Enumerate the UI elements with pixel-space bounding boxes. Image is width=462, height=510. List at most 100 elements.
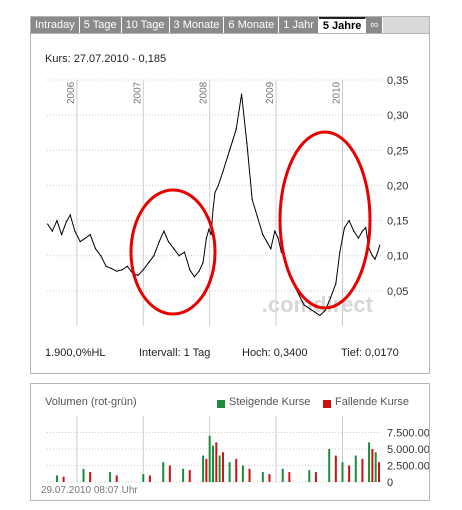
volume-bar <box>55 475 58 482</box>
high-label: Hoch: 0,3400 <box>242 347 308 359</box>
price-point <box>94 248 97 250</box>
volume-bar <box>162 462 165 482</box>
tab-7[interactable]: ∞ <box>366 17 384 33</box>
price-point <box>110 267 113 269</box>
price-point <box>193 276 196 278</box>
volume-bar <box>228 462 231 482</box>
y-tick-label: 0,25 <box>387 145 408 157</box>
volume-bar <box>371 449 374 482</box>
volume-bar <box>148 475 151 482</box>
price-point <box>167 241 170 243</box>
volume-bar <box>62 476 65 482</box>
tab-0[interactable]: Intraday <box>31 17 80 33</box>
volume-bar <box>334 455 337 482</box>
tab-6[interactable]: 5 Jahre <box>318 17 367 33</box>
volume-bar <box>308 470 311 482</box>
price-point <box>189 269 191 271</box>
price-point <box>329 297 332 299</box>
volume-bar <box>142 474 145 482</box>
vol-tick-label: 7.500.000 <box>387 428 429 440</box>
price-point <box>270 248 272 250</box>
price-point <box>324 309 326 312</box>
vol-tick-label: 2.500.000 <box>387 461 429 473</box>
price-point <box>379 244 381 246</box>
volume-bar <box>341 462 344 482</box>
volume-bar <box>314 472 317 482</box>
price-point <box>208 228 210 230</box>
volume-bar <box>354 455 357 482</box>
volume-bar <box>212 445 215 482</box>
price-point <box>212 209 214 211</box>
volume-bar <box>182 468 185 482</box>
price-point <box>183 251 186 253</box>
price-point <box>142 269 144 271</box>
volume-bar <box>288 472 291 482</box>
price-chart: 0,05 0,10 0,15 0,20 0,25 0,30 0,35 2006 2007 2008… <box>47 75 408 326</box>
volume-bar <box>205 458 208 482</box>
volume-panel: Volumen (rot-grün) Steigende Kurse Falle… <box>30 383 430 501</box>
tab-3[interactable]: 3 Monate <box>169 17 225 33</box>
price-point <box>343 227 346 229</box>
price-point <box>147 262 150 264</box>
price-point <box>205 237 207 239</box>
volume-bar <box>115 475 118 482</box>
price-point <box>365 227 367 229</box>
volume-bar <box>328 449 331 482</box>
volume-bar <box>268 474 271 482</box>
price-point <box>371 255 373 257</box>
price-point <box>274 230 276 232</box>
timeframe-tabs: Intraday 5 Tage 10 Tage 3 Monate 6 Monate 1 J… <box>30 16 430 34</box>
price-point <box>173 248 175 250</box>
price-point <box>84 237 87 239</box>
price-series-line <box>47 94 381 317</box>
price-point <box>235 128 237 130</box>
tab-1[interactable]: 5 Tage <box>79 17 122 33</box>
volume-percent-label: 1.900,0%HL <box>45 347 106 359</box>
volume-bar <box>235 458 238 482</box>
price-point <box>217 184 219 187</box>
volume-chart: 0 2.500.000 5.000.000 7.500.000 <box>47 416 429 489</box>
timestamp: 29.07.2010 08:07 Uhr <box>41 485 138 496</box>
volume-bar <box>368 442 371 482</box>
volume-bar <box>202 455 205 482</box>
tab-5[interactable]: 1 Jahr <box>279 17 319 33</box>
price-point <box>89 234 91 236</box>
price-point <box>335 283 337 285</box>
price-point <box>214 191 216 194</box>
price-point <box>229 149 231 151</box>
price-point <box>256 216 259 218</box>
legend-down-swatch <box>323 400 331 408</box>
price-point <box>158 241 160 243</box>
price-point <box>251 198 253 201</box>
annotation-circle-left <box>129 188 217 316</box>
price-point <box>47 223 49 225</box>
volume-bar <box>208 435 211 482</box>
price-point <box>308 307 310 310</box>
volume-title: Volumen (rot-grün) <box>45 396 137 408</box>
price-point <box>79 241 81 243</box>
price-chart-panel: Kurs: 27.07.2010 - 0,185 0,05 0,10 0,15 0,2… <box>30 34 430 374</box>
volume-bar <box>248 468 251 482</box>
interval-label: Intervall: 1 Tag <box>139 347 211 359</box>
price-point <box>240 93 243 95</box>
price-point <box>126 265 128 267</box>
price-point <box>361 230 364 232</box>
price-point <box>262 234 264 236</box>
price-point <box>222 170 224 172</box>
price-point <box>74 230 76 232</box>
price-point <box>246 142 248 144</box>
kurs-label: Kurs: 27.07.2010 - 0,185 <box>45 53 167 65</box>
tab-2[interactable]: 10 Tage <box>121 17 170 33</box>
price-point <box>353 230 355 232</box>
price-point <box>377 251 379 253</box>
price-point <box>348 219 350 222</box>
volume-bar <box>168 465 171 482</box>
legend-up-swatch <box>217 400 225 408</box>
volume-bar <box>215 442 218 482</box>
x-tick-label: 2009 <box>265 81 276 104</box>
price-point <box>121 269 123 271</box>
price-point <box>339 251 341 253</box>
x-tick-label: 2006 <box>66 81 77 104</box>
tab-4[interactable]: 6 Monate <box>224 17 280 33</box>
volume-bar <box>221 452 224 482</box>
